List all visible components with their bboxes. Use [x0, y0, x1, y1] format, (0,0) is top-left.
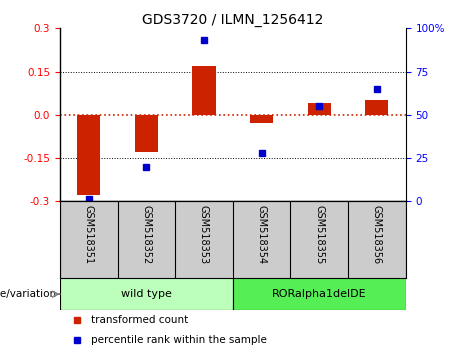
- Text: GSM518356: GSM518356: [372, 205, 382, 264]
- Title: GDS3720 / ILMN_1256412: GDS3720 / ILMN_1256412: [142, 13, 324, 27]
- Text: wild type: wild type: [121, 289, 172, 299]
- Bar: [308, 103, 331, 115]
- Bar: [60, 278, 233, 310]
- Bar: [365, 100, 388, 115]
- Bar: [193, 66, 216, 115]
- Bar: [135, 115, 158, 152]
- Text: RORalpha1delDE: RORalpha1delDE: [272, 289, 366, 299]
- Text: GSM518351: GSM518351: [84, 205, 94, 264]
- Text: GSM518352: GSM518352: [142, 205, 151, 264]
- Bar: [77, 115, 100, 195]
- Text: GSM518353: GSM518353: [199, 205, 209, 264]
- Text: GSM518355: GSM518355: [314, 205, 324, 264]
- Text: transformed count: transformed count: [91, 315, 188, 325]
- Text: percentile rank within the sample: percentile rank within the sample: [91, 335, 267, 345]
- Text: genotype/variation: genotype/variation: [0, 289, 56, 299]
- Bar: [250, 115, 273, 123]
- Text: GSM518354: GSM518354: [257, 205, 266, 264]
- Bar: [233, 278, 406, 310]
